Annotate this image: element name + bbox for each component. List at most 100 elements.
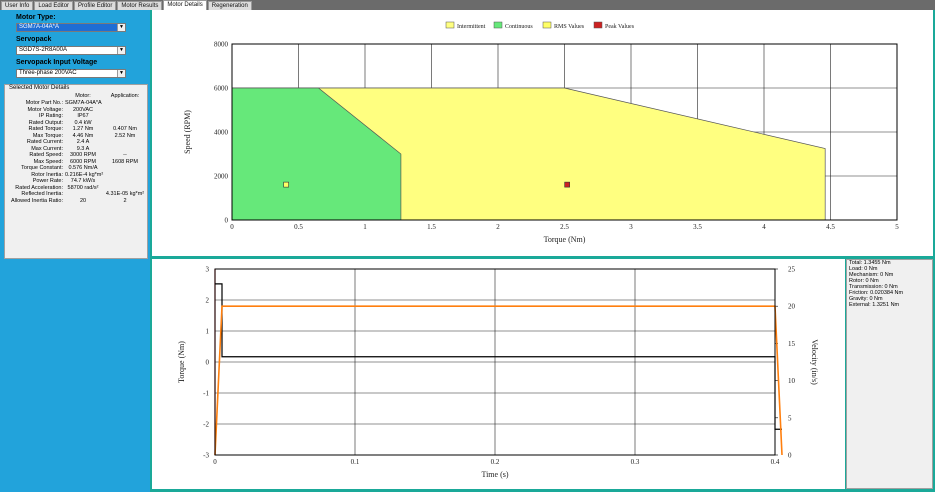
details-title: Selected Motor Details — [9, 85, 70, 91]
y-tick-label: 2000 — [214, 173, 229, 181]
detail-motor: 4.46 Nm — [72, 132, 94, 139]
detail-key: Rated Output: — [28, 119, 63, 126]
x-tick-label: 5 — [895, 223, 899, 231]
x-axis-label: Time (s) — [481, 470, 508, 479]
x-tick-label: 4 — [762, 223, 766, 231]
legend-swatch — [493, 21, 503, 29]
detail-key: Rated Current: — [26, 139, 63, 145]
detail-motor: SGM7A-04A*A — [65, 100, 102, 106]
detail-row: Torque Constant: 0.576 Nm/A — [5, 165, 149, 171]
detail-motor: IP67 — [77, 113, 89, 119]
y-left-tick-label: -2 — [203, 421, 209, 429]
chevron-down-icon[interactable]: ▼ — [117, 47, 125, 54]
y-left-tick-label: 1 — [206, 328, 210, 336]
x-tick-label: 4.5 — [826, 223, 835, 231]
torque-line — [215, 283, 782, 430]
speed-torque-chart-panel: Intermittent Continuous RMS Values Peak Val… — [152, 10, 933, 256]
x-tick-label: 3.5 — [693, 223, 702, 231]
detail-row: Max Speed: 6000 RPM 1608 RPM — [5, 159, 149, 165]
servopack-label: Servopack — [16, 36, 52, 43]
y-left-tick-label: 0 — [206, 359, 210, 367]
y-left-axis-label: Torque (Nm) — [177, 341, 186, 383]
detail-app: 1608 RPM — [112, 158, 138, 165]
detail-key: Rated Speed: — [29, 152, 63, 158]
detail-app: 2 — [123, 197, 127, 204]
detail-row: IP Rating: IP67 — [5, 113, 149, 119]
x-tick-label: 2.5 — [560, 223, 569, 231]
detail-key: Max Current: — [31, 145, 63, 152]
input-voltage-select[interactable]: Three-phase 200VAC ▼ — [16, 69, 126, 78]
detail-key: IP Rating: — [38, 113, 63, 119]
y-right-tick-label: 0 — [788, 452, 792, 460]
detail-app: 2.52 Nm — [114, 132, 136, 139]
x-tick-label: 0 — [213, 458, 217, 466]
detail-key: Reflected Inertia: — [21, 191, 63, 197]
y-tick-label: 8000 — [214, 41, 229, 49]
x-axis-label: Torque (Nm) — [544, 235, 586, 244]
detail-key: Torque Constant: — [21, 165, 63, 171]
torque-breakdown-line: Friction: 0.020384 Nm — [849, 290, 904, 296]
servopack-select[interactable]: SGD7S-2R8A00A ▼ — [16, 46, 126, 55]
detail-row: Rated Speed: 3000 RPM -- — [5, 152, 149, 158]
y-right-axis-label: Velocity (in/s) — [810, 339, 819, 385]
x-tick-label: 0.3 — [631, 458, 640, 466]
torque-breakdown-line: Rotor: 0 Nm — [849, 278, 879, 284]
tab-bar: User Info Load Editor Profile Editor Motor … — [0, 0, 935, 10]
motor-type-value: SGM7A-04A*A — [19, 24, 60, 30]
detail-row: Motor Part No.: SGM7A-04A*A — [5, 100, 149, 106]
detail-motor: 0.216E-4 kg*m² — [65, 171, 104, 178]
detail-row: Power Rate: 74.7 kW/s — [5, 178, 149, 184]
detail-motor: 20 — [79, 197, 87, 204]
tab-regeneration[interactable]: Regeneration — [207, 1, 252, 10]
plot-frame — [231, 43, 898, 221]
col-motor-header: Motor: — [75, 93, 91, 99]
y-tick-label: 0 — [225, 217, 229, 225]
detail-key: Rotor Inertia: — [31, 171, 63, 178]
y-tick-label: 4000 — [214, 129, 229, 137]
detail-key: Max Torque: — [32, 132, 63, 139]
y-right-tick-label: 5 — [788, 414, 792, 422]
plot-frame — [214, 268, 776, 456]
detail-key: Motor Part No.: — [25, 100, 63, 106]
rms-point — [283, 181, 289, 188]
detail-key: Rated Torque: — [28, 126, 63, 132]
detail-row: Rated Current: 2.4 A — [5, 139, 149, 145]
torque-breakdown-line: Mechanism: 0 Nm — [849, 272, 894, 278]
detail-row: Rated Acceleration: 58700 rad/s² — [5, 185, 149, 191]
torque-breakdown-line: External: 1.3251 Nm — [849, 302, 900, 308]
legend-label: Intermittent — [457, 24, 486, 30]
detail-motor: 58700 rad/s² — [67, 184, 99, 191]
y-tick-label: 6000 — [214, 85, 229, 93]
velocity-line — [214, 305, 783, 456]
peak-point — [564, 181, 570, 188]
detail-row: Allowed Inertia Ratio: 20 2 — [5, 198, 149, 204]
detail-motor: 1.27 Nm — [72, 126, 94, 132]
chevron-down-icon[interactable]: ▼ — [117, 70, 125, 77]
tab-motor-details[interactable]: Motor Details — [163, 0, 207, 10]
x-tick-label: 0.2 — [491, 458, 500, 466]
legend-label: Continuous — [505, 24, 533, 30]
left-panel: Motor Type: SGM7A-04A*A ▼ Servopack SGD7… — [0, 10, 150, 492]
x-tick-label: 0.5 — [294, 223, 303, 231]
tab-user-info[interactable]: User Info — [1, 1, 34, 10]
chevron-down-icon[interactable]: ▼ — [117, 24, 125, 31]
detail-row: Motor Voltage: 200VAC — [5, 107, 149, 113]
detail-row: Rotor Inertia: 0.216E-4 kg*m² — [5, 172, 149, 178]
detail-motor: 2.4 A — [76, 139, 90, 145]
tab-motor-results[interactable]: Motor Results — [117, 1, 163, 10]
torque-breakdown-line: Transmission: 0 Nm — [849, 284, 898, 290]
details-header-row: Motor: Application: — [5, 93, 149, 99]
detail-key: Motor Voltage: — [27, 106, 63, 113]
detail-key: Allowed Inertia Ratio: — [11, 197, 63, 204]
tab-load-editor[interactable]: Load Editor — [34, 1, 74, 10]
motor-type-select[interactable]: SGM7A-04A*A ▼ — [16, 23, 126, 32]
detail-row: Rated Output: 0.4 kW — [5, 120, 149, 126]
detail-key: Power Rate: — [32, 178, 63, 184]
detail-motor: 9.3 A — [76, 145, 90, 152]
tab-profile-editor[interactable]: Profile Editor — [74, 1, 117, 10]
y-right-tick-label: 10 — [788, 377, 796, 385]
legend-swatch — [593, 21, 603, 29]
torque-breakdown-panel: Total: 1.3455 Nm Load: 0 Nm Mechanism: 0 N… — [846, 259, 933, 489]
legend-label: Peak Values — [605, 24, 635, 30]
torque-velocity-chart-panel: 0 0.1 0.2 0.3 0.4 -3 -2 -1 0 1 2 3 0 5 10 15 20 25 Time (s… — [152, 259, 845, 489]
